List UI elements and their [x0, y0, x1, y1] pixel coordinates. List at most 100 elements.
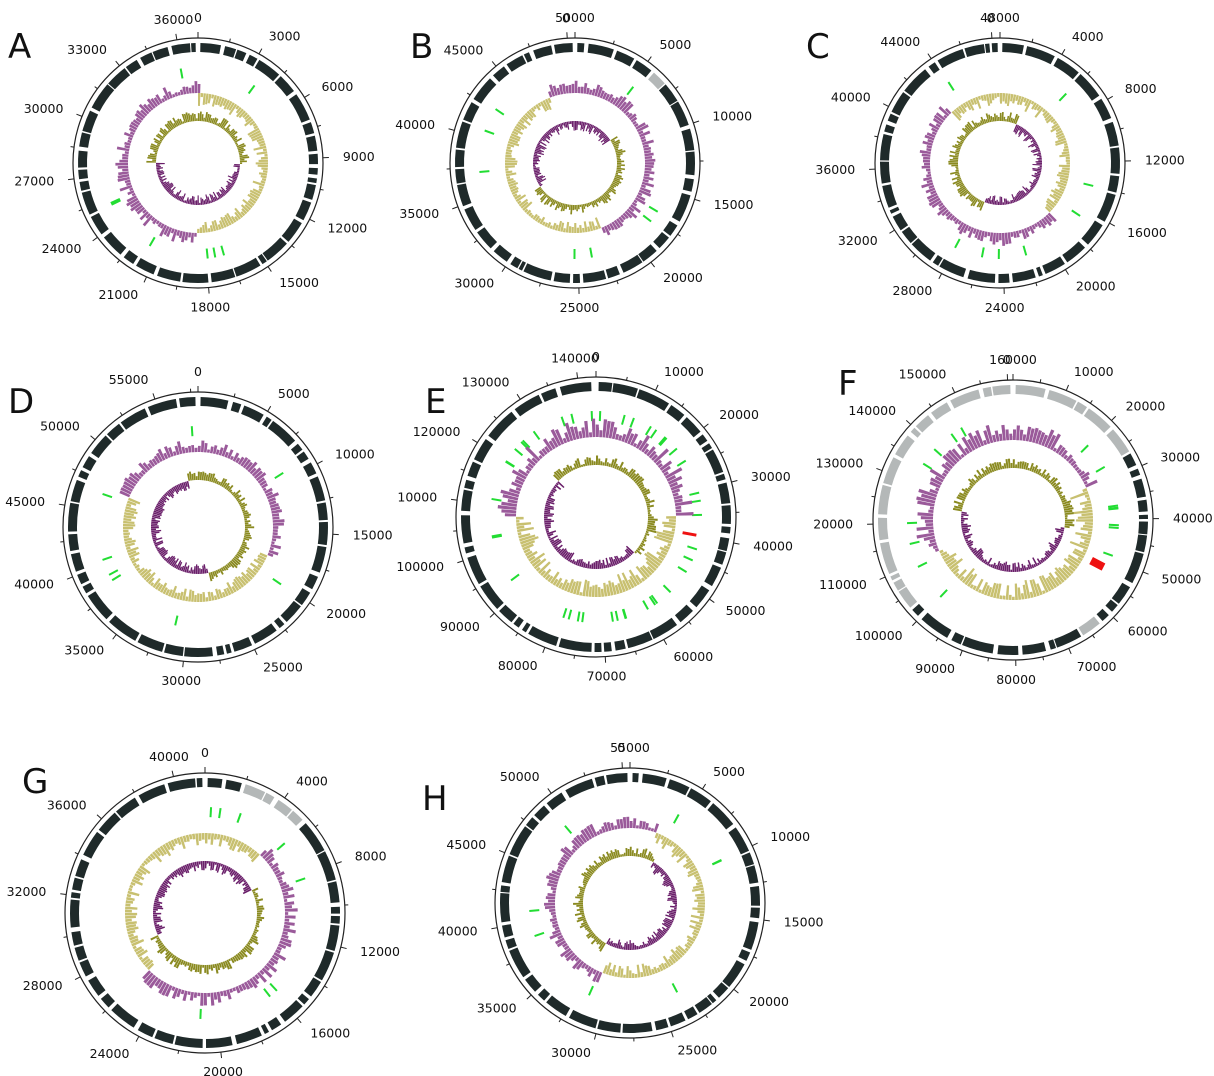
gc-content-bar — [227, 449, 234, 459]
gc-content-bar — [698, 902, 705, 905]
gc-content-bar — [563, 846, 574, 856]
gc-content-bar — [996, 583, 1002, 599]
gc-skew-bar — [254, 894, 259, 898]
gc-skew-bar — [256, 914, 261, 917]
gc-content-bar — [127, 890, 140, 897]
gc-skew-bar — [1048, 542, 1058, 549]
gene-block — [207, 778, 223, 789]
tick-label: 10000 — [770, 829, 810, 844]
gc-skew-bar — [1063, 504, 1073, 509]
gc-skew-bar — [153, 918, 162, 921]
gene-block — [668, 1012, 686, 1027]
gc-content-bar — [1036, 583, 1043, 596]
gc-content-bar — [1029, 225, 1035, 234]
gc-content-bar — [209, 446, 214, 454]
major-tick — [115, 60, 120, 67]
gc-content-bar — [571, 848, 576, 854]
gc-content-bar — [630, 116, 638, 123]
gene-block — [154, 1029, 175, 1045]
gc-skew-bar — [233, 171, 239, 174]
gc-skew-bar — [153, 150, 158, 153]
gc-content-bar — [691, 887, 704, 892]
gene-block — [641, 773, 667, 787]
gc-content-bar — [147, 103, 154, 111]
gc-skew-bar — [237, 497, 246, 503]
gc-skew-bar — [593, 562, 596, 569]
gc-content-bar — [259, 552, 268, 558]
gc-skew-bar — [549, 492, 555, 497]
gc-skew-bar — [641, 540, 645, 544]
gc-content-bar — [666, 516, 677, 519]
gc-content-bar — [564, 422, 574, 442]
minor-tick — [1039, 379, 1042, 383]
gene-block — [234, 1027, 262, 1045]
gc-skew-bar — [255, 901, 260, 904]
gc-content-bar — [1021, 228, 1027, 240]
gc-content-bar — [950, 564, 959, 573]
gc-skew-bar — [980, 116, 985, 125]
gene-block — [742, 921, 759, 950]
gc-skew-bar — [166, 555, 174, 563]
gene-block — [1110, 147, 1121, 174]
gc-skew-bar — [552, 487, 557, 492]
gc-content-bar — [130, 881, 136, 886]
gc-skew-bar — [187, 473, 191, 481]
gc-skew-bar — [554, 201, 560, 211]
gc-skew-bar — [581, 204, 585, 213]
gc-skew-bar — [1001, 112, 1004, 122]
gc-skew-bar — [1062, 503, 1071, 507]
major-tick — [304, 93, 310, 98]
gc-skew-bar — [665, 914, 675, 919]
gc-skew-bar — [544, 524, 551, 527]
gene-block — [473, 439, 494, 464]
tick-label: 0 — [194, 10, 202, 25]
gc-skew-bar — [244, 533, 251, 537]
gc-skew-bar — [605, 564, 608, 569]
gc-skew-bar — [230, 870, 236, 877]
gc-content-bar — [631, 973, 635, 978]
gc-skew-bar — [569, 121, 572, 124]
gc-skew-bar — [978, 200, 983, 208]
gc-content-bar — [616, 819, 621, 829]
gene-block — [82, 110, 99, 134]
gc-content-bar — [237, 456, 245, 465]
gc-skew-bar — [1037, 167, 1042, 169]
gc-content-bar — [655, 833, 662, 844]
gene-block — [533, 45, 553, 59]
gc-skew-bar — [164, 124, 172, 132]
gc-content-bar — [229, 455, 234, 461]
gc-skew-bar — [639, 944, 643, 949]
gc-content-bar — [255, 162, 268, 165]
gc-content-bar — [617, 583, 623, 594]
gc-skew-bar — [618, 461, 624, 471]
gc-skew-bar — [611, 139, 616, 143]
gc-skew-bar — [614, 175, 624, 181]
gc-skew-bar — [961, 521, 964, 524]
gene-block — [138, 784, 167, 804]
gc-content-bar — [1079, 541, 1090, 547]
gene-block — [717, 482, 731, 505]
gc-content-bar — [626, 966, 629, 978]
gc-content-bar — [1057, 184, 1066, 190]
gene-block — [98, 812, 121, 836]
gc-skew-bar — [191, 569, 194, 574]
gc-content-bar — [497, 505, 517, 511]
gc-skew-bar — [243, 513, 252, 517]
gc-content-bar — [282, 931, 289, 936]
gc-skew-bar — [239, 162, 243, 165]
gc-skew-bar — [673, 902, 677, 905]
gc-skew-bar — [1023, 133, 1032, 142]
gc-skew-bar — [207, 472, 211, 482]
gc-content-bar — [994, 430, 1000, 442]
gc-content-bar — [283, 924, 290, 929]
gc-content-bar — [1052, 193, 1062, 200]
gc-skew-bar — [976, 469, 984, 479]
gc-skew-bar — [216, 192, 222, 199]
gc-skew-bar — [645, 499, 655, 504]
gc-skew-bar — [187, 962, 192, 971]
gc-content-bar — [647, 965, 653, 976]
gc-content-bar — [205, 93, 209, 105]
gene-block — [488, 411, 518, 442]
gc-content-bar — [622, 817, 627, 829]
gc-content-bar — [642, 144, 649, 148]
